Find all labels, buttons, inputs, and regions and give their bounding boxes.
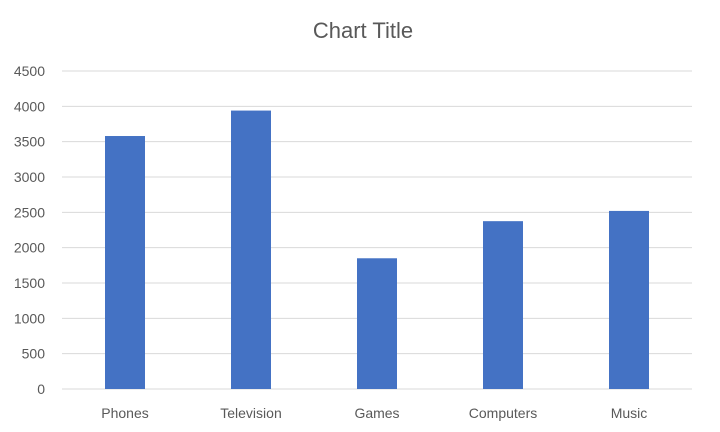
bar-television xyxy=(231,110,271,389)
chart-title: Chart Title xyxy=(313,18,413,43)
x-tick-label: Music xyxy=(611,405,648,421)
y-tick-label: 4500 xyxy=(14,63,45,79)
x-tick-label: Phones xyxy=(101,405,148,421)
bar-computers xyxy=(483,221,523,389)
y-tick-label: 1000 xyxy=(14,310,45,326)
y-tick-label: 3000 xyxy=(14,169,45,185)
x-tick-label: Games xyxy=(354,405,399,421)
x-tick-label: Computers xyxy=(469,405,537,421)
y-tick-label: 1500 xyxy=(14,275,45,291)
y-tick-label: 2000 xyxy=(14,240,45,256)
x-tick-label: Television xyxy=(220,405,281,421)
bar-phones xyxy=(105,136,145,389)
bar-games xyxy=(357,258,397,389)
y-tick-label: 3500 xyxy=(14,134,45,150)
y-tick-label: 500 xyxy=(22,346,46,362)
y-tick-label: 4000 xyxy=(14,98,45,114)
y-tick-label: 2500 xyxy=(14,204,45,220)
bar-music xyxy=(609,210,649,389)
y-tick-label: 0 xyxy=(37,381,45,397)
